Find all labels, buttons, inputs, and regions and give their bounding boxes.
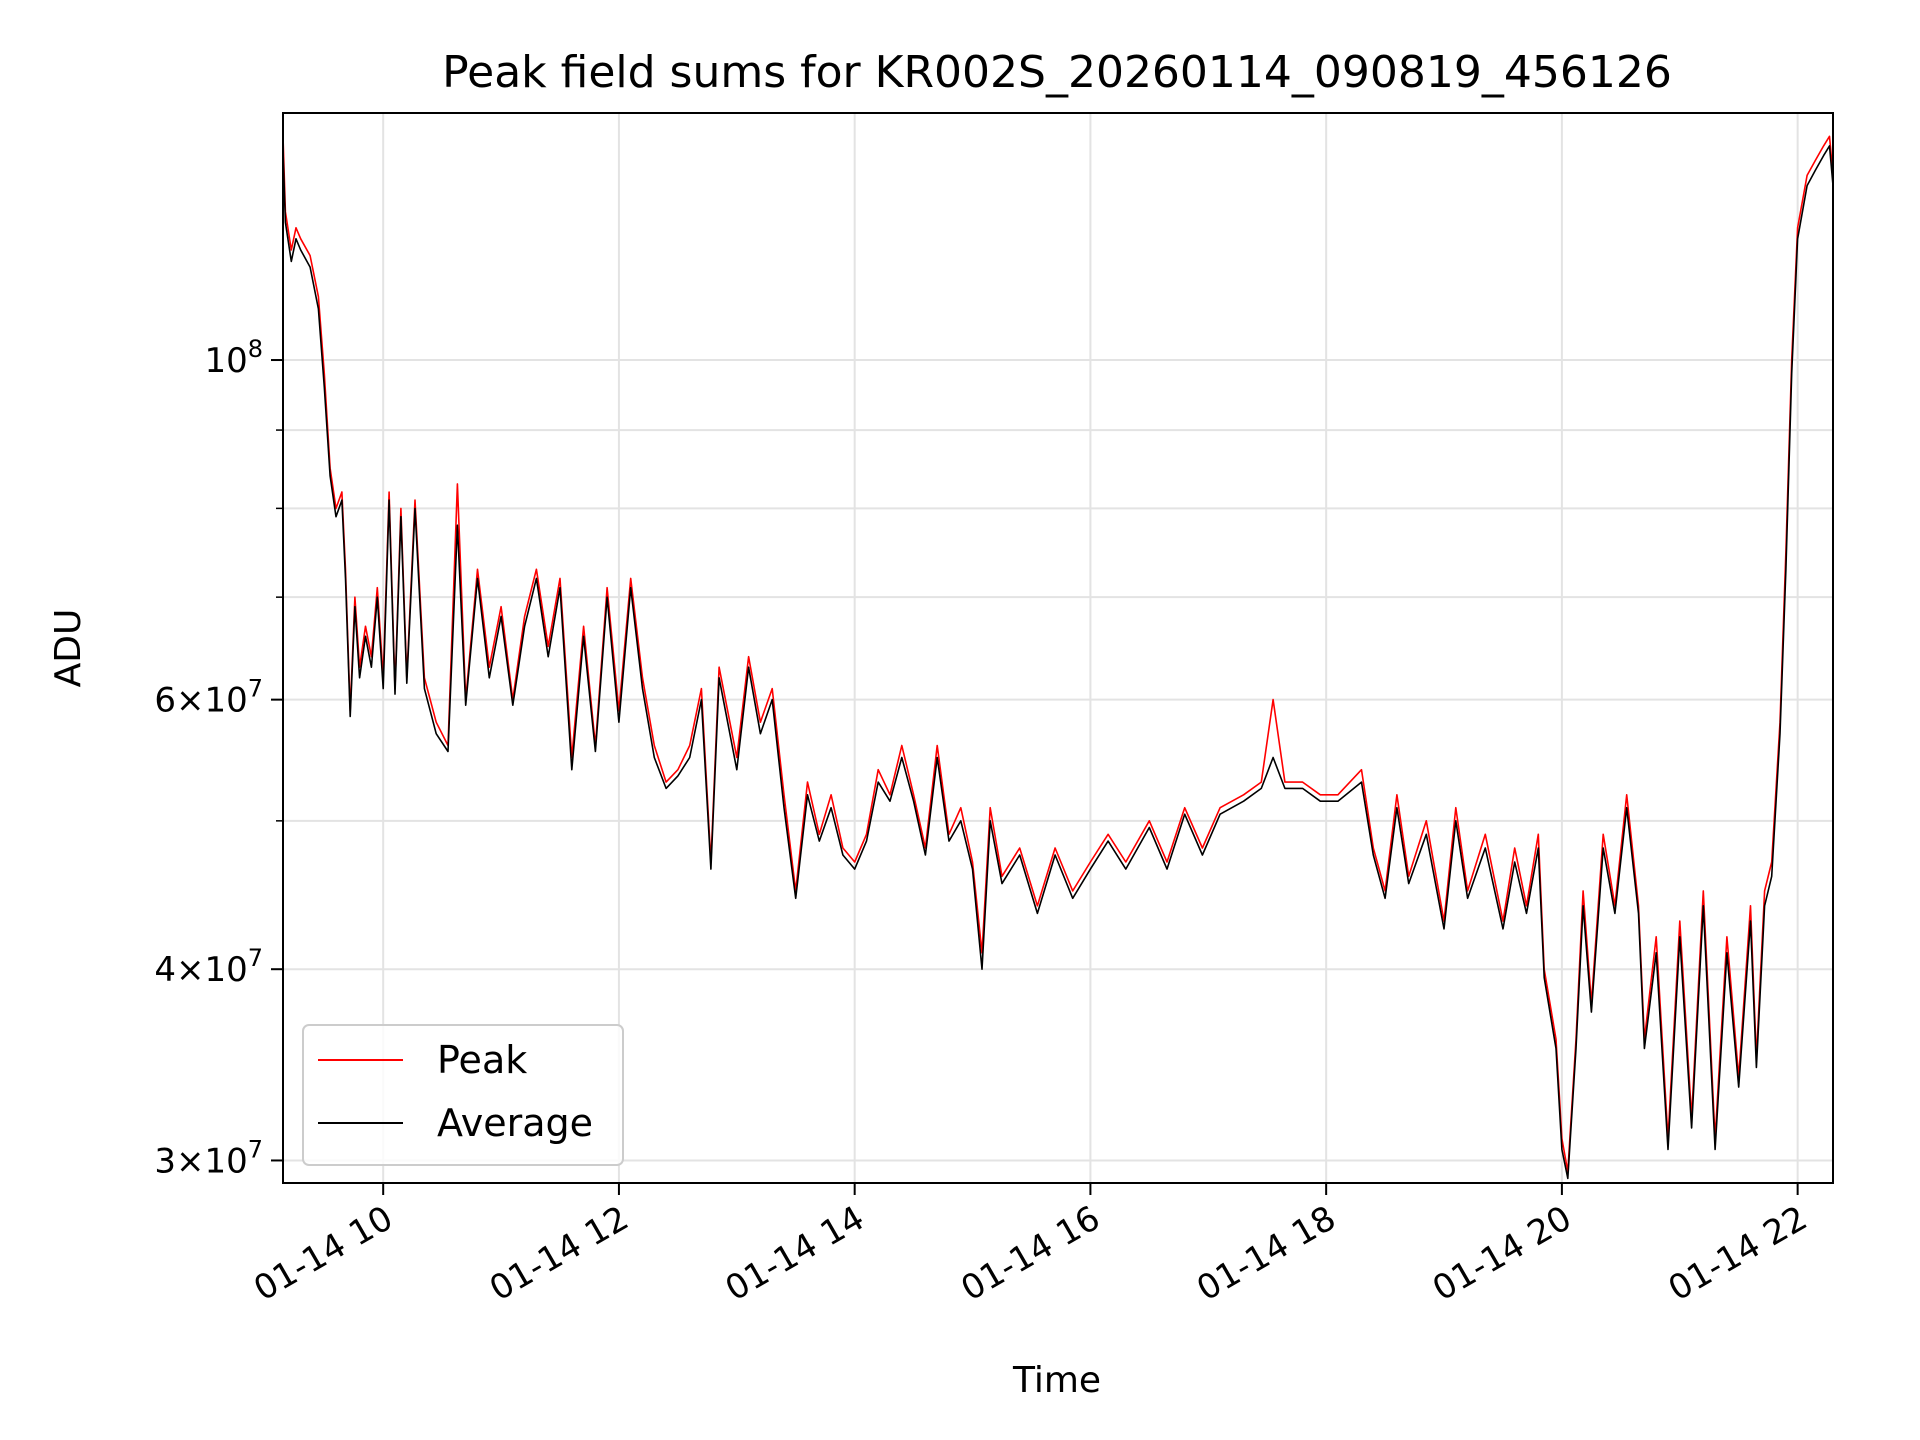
series-layer — [283, 135, 1833, 1180]
y-tick-base: 10 — [204, 1141, 247, 1181]
y-tick-mantissa: 6 — [154, 681, 176, 721]
y-tick-times: × — [176, 1141, 205, 1181]
legend-label-peak: Peak — [437, 1038, 527, 1082]
y-tick-exponent: 7 — [248, 675, 263, 703]
y-tick-base: 10 — [204, 341, 247, 381]
y-axis-label: ADU — [48, 609, 89, 688]
y-tick-label: 4×107 — [154, 944, 263, 990]
y-tick-base: 10 — [204, 681, 247, 721]
y-tick-exponent: 7 — [248, 944, 263, 972]
y-tick-times: × — [176, 950, 205, 990]
chart-title: Peak field sums for KR002S_20260114_0908… — [442, 47, 1672, 98]
y-tick-label: 108 — [204, 335, 263, 381]
y-tick-mantissa: 3 — [154, 1141, 176, 1181]
y-tick-exponent: 8 — [248, 335, 263, 363]
legend: Peak Average — [302, 1024, 624, 1166]
series-line-average — [283, 145, 1833, 1180]
y-tick-exponent: 7 — [248, 1135, 263, 1163]
plot-frame — [282, 112, 1834, 1184]
y-tick-label: 6×107 — [154, 675, 263, 721]
y-tick-mantissa: 4 — [154, 950, 176, 990]
legend-label-average: Average — [437, 1101, 593, 1145]
y-tick-base: 10 — [204, 950, 247, 990]
y-tick-label: 3×107 — [154, 1135, 263, 1181]
y-tick-times: × — [176, 681, 205, 721]
x-axis-label: Time — [1012, 1360, 1101, 1401]
